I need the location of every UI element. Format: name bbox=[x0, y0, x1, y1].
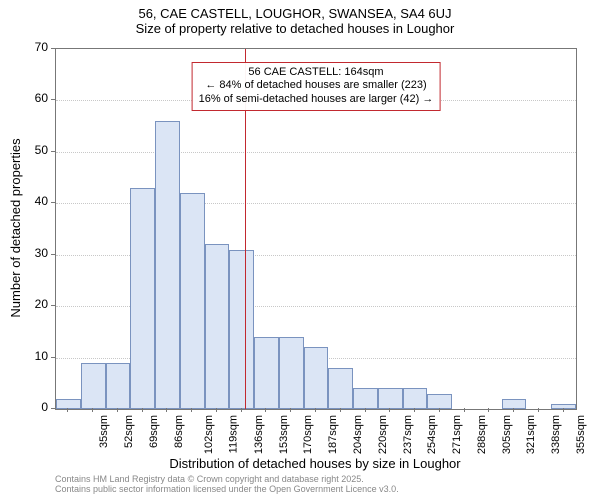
x-tick-label: 153sqm bbox=[278, 415, 290, 454]
histogram-bar bbox=[304, 347, 329, 409]
y-tick-label: 40 bbox=[8, 194, 48, 208]
footer-line1: Contains HM Land Registry data © Crown c… bbox=[55, 474, 399, 484]
x-tick-label: 237sqm bbox=[402, 415, 414, 454]
x-tick-mark bbox=[216, 408, 217, 412]
x-tick-label: 271sqm bbox=[451, 415, 463, 454]
y-tick-mark bbox=[51, 202, 55, 203]
x-tick-mark bbox=[439, 408, 440, 412]
title-subtitle: Size of property relative to detached ho… bbox=[0, 21, 590, 36]
x-tick-label: 355sqm bbox=[575, 415, 587, 454]
x-tick-label: 69sqm bbox=[148, 415, 160, 448]
footer-line2: Contains public sector information licen… bbox=[55, 484, 399, 494]
x-tick-label: 288sqm bbox=[476, 415, 488, 454]
y-tick-mark bbox=[51, 408, 55, 409]
x-tick-mark bbox=[117, 408, 118, 412]
x-tick-label: 321sqm bbox=[525, 415, 537, 454]
x-tick-mark bbox=[265, 408, 266, 412]
x-tick-mark bbox=[166, 408, 167, 412]
y-axis-label: Number of detached properties bbox=[8, 138, 23, 317]
grid-line bbox=[56, 152, 576, 153]
histogram-bar bbox=[254, 337, 279, 409]
chart-container: 56, CAE CASTELL, LOUGHOR, SWANSEA, SA4 6… bbox=[0, 0, 600, 500]
x-axis-label: Distribution of detached houses by size … bbox=[55, 456, 575, 471]
x-tick-label: 220sqm bbox=[377, 415, 389, 454]
y-tick-mark bbox=[51, 99, 55, 100]
histogram-bar bbox=[403, 388, 428, 409]
histogram-bar bbox=[130, 188, 155, 409]
histogram-bar bbox=[180, 193, 205, 409]
x-tick-label: 119sqm bbox=[228, 415, 240, 453]
x-tick-label: 102sqm bbox=[204, 415, 216, 454]
chart-title: 56, CAE CASTELL, LOUGHOR, SWANSEA, SA4 6… bbox=[0, 6, 590, 36]
x-tick-label: 204sqm bbox=[352, 415, 364, 454]
histogram-bar bbox=[427, 394, 452, 409]
x-tick-mark bbox=[488, 408, 489, 412]
x-tick-mark bbox=[414, 408, 415, 412]
y-tick-label: 50 bbox=[8, 143, 48, 157]
histogram-bar bbox=[205, 244, 230, 409]
x-tick-mark bbox=[464, 408, 465, 412]
plot-area: 56 CAE CASTELL: 164sqm← 84% of detached … bbox=[55, 48, 577, 410]
y-tick-mark bbox=[51, 254, 55, 255]
x-tick-label: 170sqm bbox=[303, 415, 315, 454]
title-address: 56, CAE CASTELL, LOUGHOR, SWANSEA, SA4 6… bbox=[0, 6, 590, 21]
y-tick-mark bbox=[51, 357, 55, 358]
y-tick-mark bbox=[51, 151, 55, 152]
x-tick-mark bbox=[389, 408, 390, 412]
y-tick-label: 70 bbox=[8, 40, 48, 54]
histogram-bar bbox=[279, 337, 304, 409]
histogram-bar bbox=[229, 250, 254, 409]
x-tick-mark bbox=[513, 408, 514, 412]
callout-box: 56 CAE CASTELL: 164sqm← 84% of detached … bbox=[192, 62, 441, 111]
x-tick-mark bbox=[315, 408, 316, 412]
x-tick-mark bbox=[563, 408, 564, 412]
y-tick-label: 0 bbox=[8, 400, 48, 414]
x-tick-label: 35sqm bbox=[98, 415, 110, 448]
x-tick-mark bbox=[241, 408, 242, 412]
y-tick-mark bbox=[51, 305, 55, 306]
histogram-bar bbox=[353, 388, 378, 409]
x-tick-mark bbox=[191, 408, 192, 412]
x-tick-mark bbox=[290, 408, 291, 412]
x-tick-label: 136sqm bbox=[253, 415, 265, 454]
histogram-bar bbox=[328, 368, 353, 409]
x-tick-mark bbox=[365, 408, 366, 412]
x-tick-mark bbox=[92, 408, 93, 412]
histogram-bar bbox=[155, 121, 180, 409]
x-tick-mark bbox=[142, 408, 143, 412]
histogram-bar bbox=[56, 399, 81, 409]
y-tick-label: 10 bbox=[8, 349, 48, 363]
histogram-bar bbox=[81, 363, 106, 409]
footer-attribution: Contains HM Land Registry data © Crown c… bbox=[55, 474, 399, 495]
histogram-bar bbox=[551, 404, 576, 409]
x-tick-mark bbox=[67, 408, 68, 412]
y-tick-label: 60 bbox=[8, 91, 48, 105]
histogram-bar bbox=[106, 363, 131, 409]
histogram-bar bbox=[378, 388, 403, 409]
callout-line3: 16% of semi-detached houses are larger (… bbox=[199, 93, 434, 107]
callout-line2: ← 84% of detached houses are smaller (22… bbox=[199, 79, 434, 93]
y-tick-label: 20 bbox=[8, 297, 48, 311]
y-tick-label: 30 bbox=[8, 246, 48, 260]
callout-line1: 56 CAE CASTELL: 164sqm bbox=[199, 66, 434, 80]
x-tick-label: 338sqm bbox=[550, 415, 562, 454]
x-tick-label: 52sqm bbox=[123, 415, 135, 448]
x-tick-label: 254sqm bbox=[426, 415, 438, 454]
x-tick-label: 187sqm bbox=[327, 415, 339, 454]
x-tick-mark bbox=[538, 408, 539, 412]
y-tick-mark bbox=[51, 48, 55, 49]
x-tick-label: 86sqm bbox=[173, 415, 185, 448]
x-tick-label: 305sqm bbox=[501, 415, 513, 454]
x-tick-mark bbox=[340, 408, 341, 412]
